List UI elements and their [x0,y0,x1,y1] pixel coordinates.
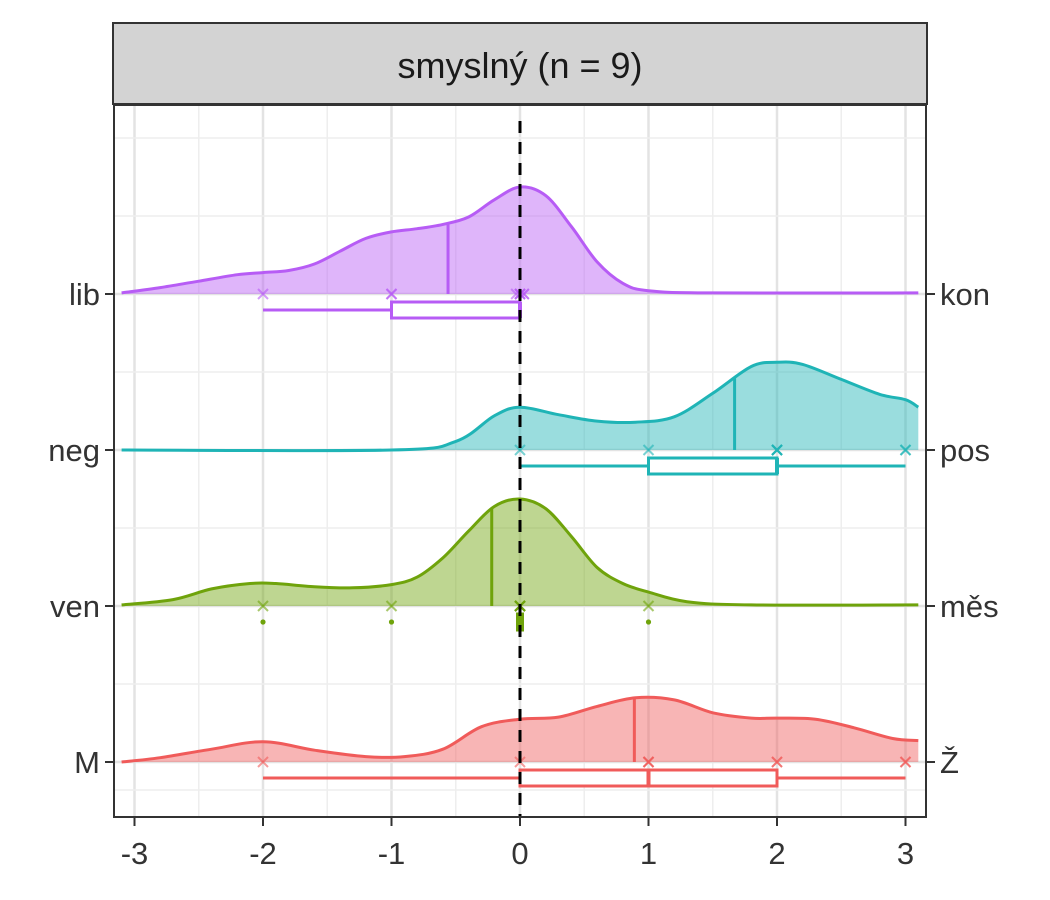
y-tick-label-right: Ž [940,745,959,780]
data-point-stroke [514,444,526,456]
ridge-lib-kon [121,185,919,320]
x-tick-label: 3 [897,836,914,871]
density-area [121,186,919,294]
data-point-stroke [385,600,398,612]
y-tick-label-left: M [74,745,100,780]
y-tick-label-left: lib [69,277,100,312]
y-tick-label-right: pos [940,433,990,468]
axes: -3 -2 -1 0 1 2 3 lib kon neg pos ven měs M Ž [48,277,998,871]
data-point [899,444,912,456]
data-point [257,600,269,612]
boxplot-outlier [645,619,652,625]
data-point-stroke [771,444,783,456]
y-tick-label-left: ven [50,589,100,624]
data-point-stroke [642,444,655,456]
data-point-stroke [385,288,398,300]
data-point [385,600,398,612]
x-tick-label: -1 [378,836,406,871]
ridge-neg-pos [121,360,920,476]
strip-background [112,22,928,105]
data-point [771,444,783,456]
data-point-stroke [642,756,655,768]
data-point [899,756,912,768]
data-point [642,600,655,612]
density-line [121,360,920,453]
data-point [385,288,398,300]
density-line [121,497,919,607]
data-point-stroke [257,600,269,612]
boxplot-box [647,456,779,476]
data-point-stroke [642,600,655,612]
data-point [642,444,655,456]
x-tick-label: -2 [249,836,277,871]
density-area [121,697,919,762]
x-tick-label: 2 [768,836,785,871]
density-line [121,695,919,764]
boxplot-box [390,300,522,320]
x-tick-label: 1 [640,836,657,871]
data-point [771,756,783,768]
x-tick-label: 0 [511,836,528,871]
data-point [257,288,269,300]
x-tick-label: -3 [121,836,149,871]
data-point-stroke [899,756,912,768]
density-area [121,362,919,451]
data-point-stroke [257,288,269,300]
data-point-stroke [771,756,783,768]
density-line [121,185,919,295]
y-tick-label-left: neg [48,433,100,468]
y-tick-label-right: měs [940,589,999,624]
data-point [257,756,269,768]
boxplot [520,456,906,476]
boxplot-outlier [260,619,266,625]
y-tick-label-right: kon [940,277,990,312]
strip-label: smyslný (n = 9) [397,45,642,86]
data-point [642,756,655,768]
boxplot-outlier [388,619,395,625]
data-point-stroke [257,756,269,768]
data-point-stroke [899,444,912,456]
data-point [514,444,526,456]
